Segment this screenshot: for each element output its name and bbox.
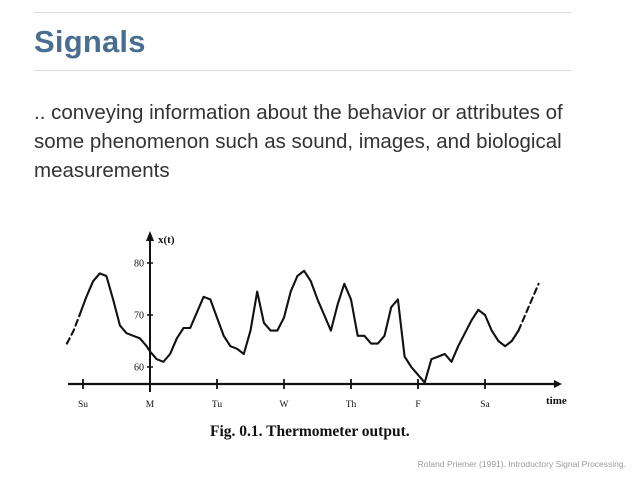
- top-rule: [34, 12, 571, 13]
- temperature-line: [78, 269, 520, 384]
- dashed-extension-line-0: [65, 313, 81, 345]
- y-tick-label: 60: [134, 363, 144, 374]
- x-tick-label: Tu: [212, 400, 222, 410]
- figure-caption: Fig. 0.1. Thermometer output.: [210, 423, 410, 440]
- x-tick-label: M: [146, 400, 155, 410]
- x-axis-arrow: [554, 380, 562, 388]
- x-tick-label: Sa: [480, 400, 490, 410]
- slide-body-text: .. conveying information about the behav…: [34, 101, 563, 182]
- x-tick-label: Su: [78, 400, 88, 410]
- x-tick-label: W: [280, 400, 289, 410]
- y-tick-label: 80: [134, 259, 144, 270]
- y-tick-label: 70: [134, 311, 144, 322]
- slide-title: Signals: [34, 24, 146, 59]
- y-axis-arrow: [146, 231, 154, 241]
- x-axis-label: time: [546, 395, 567, 407]
- dashed-extension-line-2: [517, 282, 540, 332]
- x-tick-label: F: [415, 400, 420, 410]
- title-rule: [34, 70, 571, 71]
- chart-lines: [65, 269, 540, 384]
- thermometer-chart: 60 70 80 Su M Tu W Th F Sa x(t) time Fig. 0.1. Th…: [65, 231, 567, 440]
- y-axis-label: x(t): [158, 234, 175, 246]
- source-credit: Roland Priemer (1991). Introductory Sign…: [417, 459, 626, 469]
- chart-ticks: 60 70 80 Su M Tu W Th F Sa: [78, 259, 491, 411]
- x-tick-label: Th: [346, 400, 357, 410]
